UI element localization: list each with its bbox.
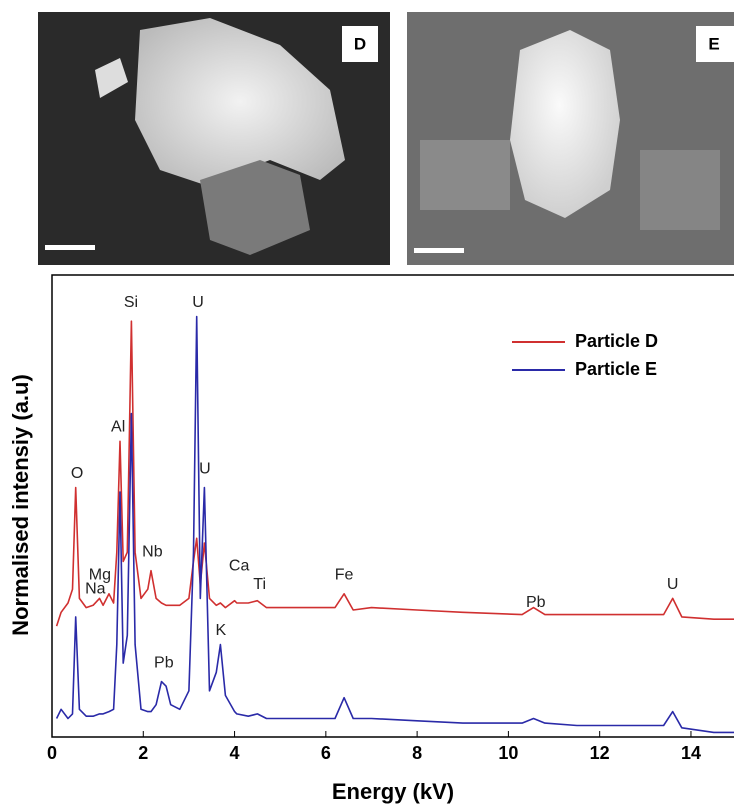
peak-label: Ca [229, 557, 250, 574]
x-tick-label: 2 [138, 743, 148, 763]
x-axis-title: Energy (kV) [332, 779, 454, 804]
peak-label: Pb [154, 654, 174, 671]
x-tick-label: 14 [681, 743, 701, 763]
x-tick-label: 0 [47, 743, 57, 763]
x-tick-label: 10 [498, 743, 518, 763]
legend-label: Particle E [575, 359, 657, 379]
x-tick-label: 12 [590, 743, 610, 763]
peak-label: O [71, 465, 83, 482]
peak-label: Pb [526, 594, 546, 611]
peak-label: K [216, 622, 227, 639]
peak-label: U [192, 294, 204, 311]
panel-label: E [708, 34, 719, 53]
x-tick-label: 4 [230, 743, 240, 763]
peak-label: Nb [142, 543, 163, 560]
sem-image-d: D [38, 12, 390, 265]
y-axis-title: Normalised intensiy (a.u) [8, 374, 33, 636]
peak-label: U [199, 460, 211, 477]
sem-image-e: E [407, 12, 734, 265]
peak-label: Si [124, 294, 138, 311]
peak-label: Fe [335, 567, 354, 584]
peak-label: Al [111, 419, 125, 436]
panel-label: D [354, 34, 366, 53]
figure: D E Energy (kV) Normalised intensiy (a.u… [0, 0, 734, 807]
legend-label: Particle D [575, 331, 658, 351]
x-tick-label: 6 [321, 743, 331, 763]
peak-label: Mg [89, 567, 111, 584]
peak-label: Ti [253, 576, 266, 593]
x-tick-label: 8 [412, 743, 422, 763]
peak-label: U [667, 576, 679, 593]
